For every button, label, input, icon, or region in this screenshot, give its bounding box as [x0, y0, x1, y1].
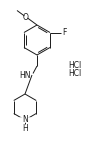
Text: F: F	[62, 28, 66, 37]
Text: H: H	[22, 124, 28, 133]
Text: HCl: HCl	[68, 60, 81, 69]
Text: HCl: HCl	[68, 69, 81, 78]
Text: HN: HN	[19, 71, 31, 79]
Text: O: O	[23, 12, 29, 21]
Text: N: N	[22, 116, 28, 124]
